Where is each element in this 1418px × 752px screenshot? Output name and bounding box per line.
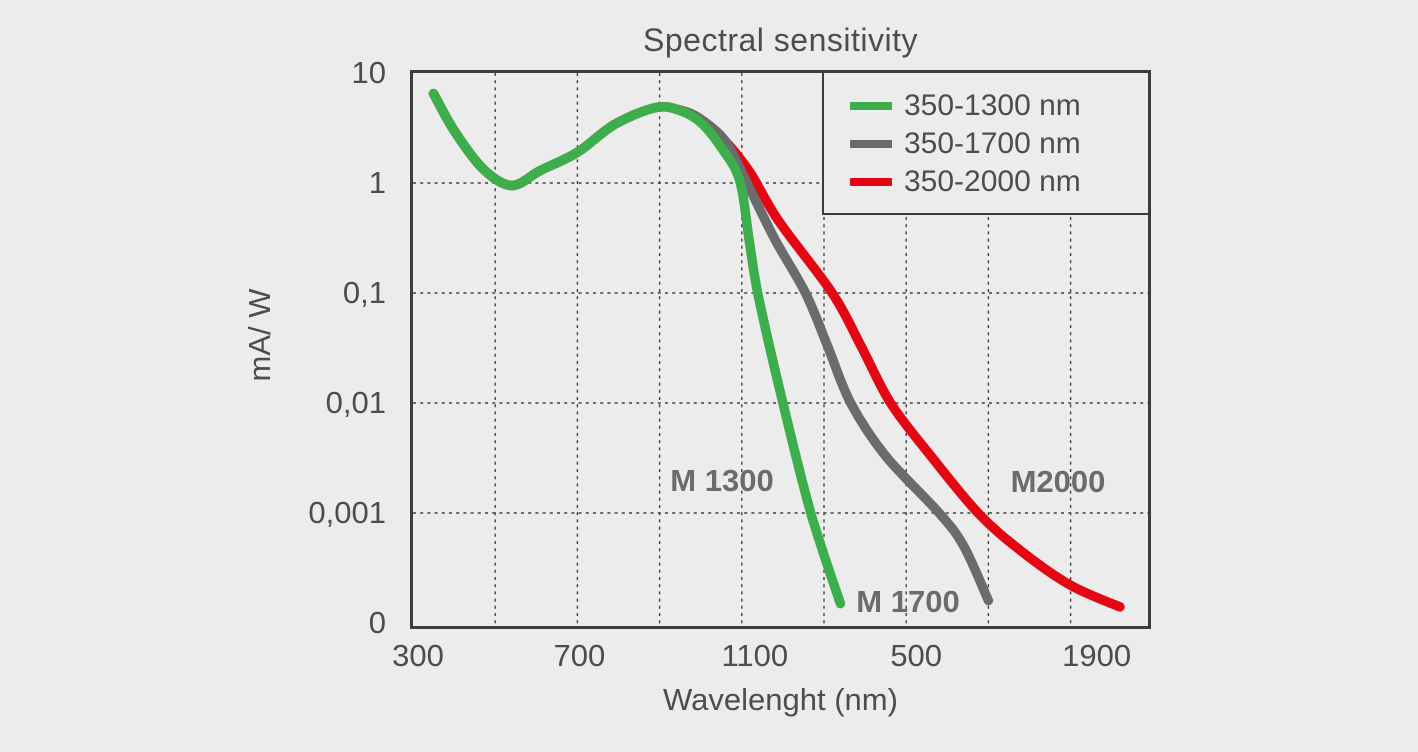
y-tick-label: 0,1: [342, 275, 386, 310]
legend-label: 350-1300 nm: [904, 89, 1081, 122]
x-tick-label: 1100: [721, 638, 789, 673]
y-tick-label: 0,01: [325, 385, 386, 420]
curves: [428, 88, 1125, 612]
legend-item: 350-1300 nm: [824, 87, 1148, 125]
legend: 350-1300 nm 350-1700 nm 350-2000 nm: [822, 73, 1148, 215]
legend-item: 350-2000 nm: [824, 163, 1148, 201]
annotation-M2000: M2000: [1010, 464, 1106, 499]
x-tick-label: 1900: [1062, 638, 1132, 673]
y-tick-label: 0,001: [308, 495, 386, 530]
x-tick-label: 300: [392, 638, 444, 673]
y-tick-label: 10: [351, 55, 386, 90]
legend-swatch: [850, 178, 892, 186]
legend-item: 350-1700 nm: [824, 125, 1148, 163]
curve-350-1300-nm: [428, 88, 846, 609]
y-tick-label: 1: [368, 165, 386, 200]
legend-swatch: [850, 102, 892, 110]
x-tick-label: 700: [553, 638, 606, 673]
chart-title: Spectral sensitivity: [643, 22, 918, 58]
plot-area: 350-1300 nm 350-1700 nm 350-2000 nm M 1300…: [410, 70, 1151, 629]
plot-svg: [413, 73, 1148, 626]
annotation-M-1700: M 1700: [856, 584, 960, 619]
legend-label: 350-1700 nm: [904, 127, 1081, 160]
legend-swatch: [850, 140, 892, 148]
legend-label: 350-2000 nm: [904, 165, 1081, 198]
x-tick-label: 500: [890, 638, 943, 673]
y-tick-label: 0: [368, 605, 386, 640]
x-axis-label: Wavelenght (nm): [663, 682, 898, 717]
annotation-M-1300: M 1300: [670, 463, 774, 498]
y-axis-label: mA/ W: [242, 288, 277, 382]
